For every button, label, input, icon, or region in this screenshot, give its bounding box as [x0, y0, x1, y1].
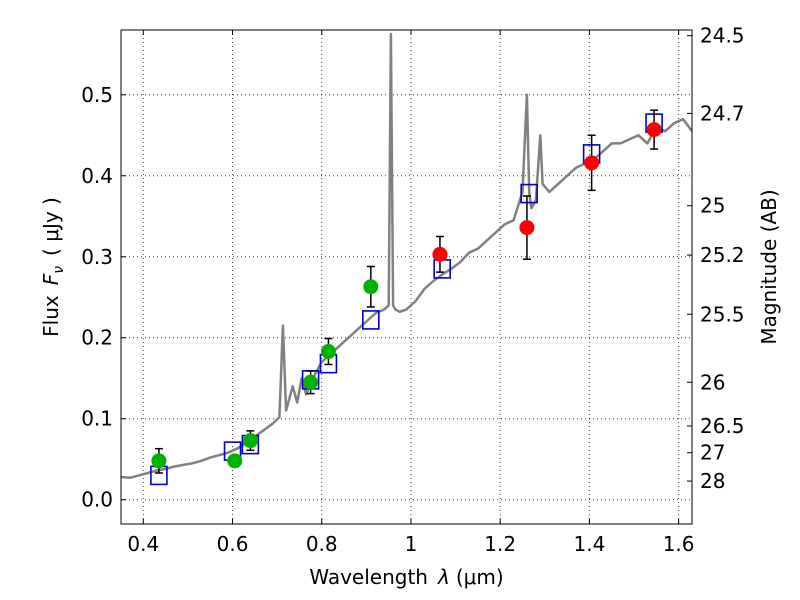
x-tick-label: 0.8 — [306, 532, 338, 556]
x-tick-label: 1 — [405, 532, 418, 556]
observed-data-point — [432, 246, 448, 262]
right-tick-label: 26 — [700, 370, 725, 394]
x-tick-label: 0.4 — [127, 532, 159, 556]
right-tick-label: 28 — [700, 469, 725, 493]
observed-data-point — [646, 122, 662, 138]
y-axis-label-text: Flux — [39, 295, 63, 337]
observed-data-point — [303, 374, 319, 390]
y-axis-label: Flux Fν ( μJy ) — [39, 197, 67, 337]
x-tick-label: 1.4 — [573, 532, 605, 556]
x-tick-label: 1.2 — [484, 532, 516, 556]
y-axis-label-symbol: F — [39, 273, 63, 285]
y-tick-label: 0.5 — [81, 83, 113, 107]
tick-marks — [121, 30, 692, 524]
y-tick-label: 0.3 — [81, 245, 113, 269]
y-axis-label-unit: ( μJy ) — [39, 197, 63, 256]
observed-data-point — [227, 453, 243, 469]
x-axis-label-text: Wavelength — [309, 565, 428, 589]
right-tick-label: 27 — [700, 441, 725, 465]
right-tick-label: 26.5 — [700, 414, 745, 438]
right-tick-label: 25 — [700, 194, 725, 218]
spectrum-line — [121, 32, 692, 480]
plot-area — [121, 32, 692, 486]
x-axis-label: Wavelength λ (μm) — [309, 565, 503, 589]
model-photometry-square — [520, 183, 538, 204]
x-tick-label: 0.6 — [217, 532, 249, 556]
observed-data-point — [519, 220, 535, 236]
observed-data-point — [320, 344, 336, 360]
observed-data-point — [584, 155, 600, 171]
y-tick-label: 0.2 — [81, 326, 113, 350]
model-photometry-square — [362, 310, 380, 330]
observed-data-point — [151, 453, 167, 469]
tick-labels: 0.4 0.6 0.8 1 1.2 1.4 1.6 0.0 0.1 0.2 0.3 0.4 0.5 24.… — [81, 24, 744, 556]
y-tick-label: 0.1 — [81, 407, 113, 431]
observed-data-point — [363, 279, 379, 295]
y-tick-label: 0.4 — [81, 164, 113, 188]
observed-data-point — [242, 433, 258, 449]
plot-frame — [120, 29, 693, 525]
y-axis-label-subscript: ν — [51, 266, 67, 274]
right-tick-label: 24.5 — [700, 24, 745, 48]
y-tick-label: 0.0 — [81, 488, 113, 512]
right-tick-label: 24.7 — [700, 101, 745, 125]
x-tick-label: 1.6 — [663, 532, 695, 556]
right-tick-label: 25.5 — [700, 302, 745, 326]
right-axis-label: Magnitude (AB) — [757, 189, 781, 344]
x-axis-label-symbol: λ — [437, 565, 450, 589]
right-tick-label: 25.2 — [700, 243, 745, 267]
x-axis-label-unit: (μm) — [456, 565, 504, 589]
